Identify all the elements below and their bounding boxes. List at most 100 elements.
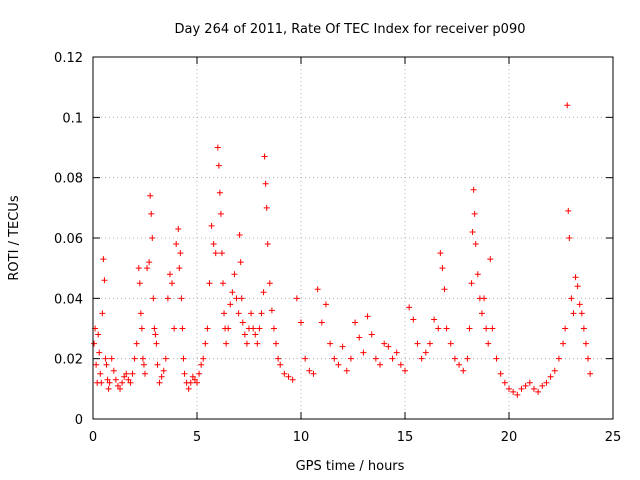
data-point <box>437 250 444 257</box>
data-point <box>180 355 187 362</box>
data-point <box>543 379 550 386</box>
data-point <box>164 295 171 302</box>
data-point <box>114 382 121 389</box>
data-point <box>585 355 592 362</box>
data-point <box>133 340 140 347</box>
y-tick-label: 0.02 <box>54 353 83 368</box>
data-point <box>112 376 119 383</box>
x-tick-label: 20 <box>501 430 518 445</box>
data-point <box>227 301 234 308</box>
data-point <box>103 361 110 368</box>
data-point <box>254 340 261 347</box>
data-point <box>148 210 155 217</box>
data-point <box>281 370 288 377</box>
data-point <box>108 355 115 362</box>
data-point <box>310 370 317 377</box>
data-point <box>481 295 488 302</box>
x-tick-label: 15 <box>397 430 414 445</box>
data-point <box>263 204 270 211</box>
data-point <box>493 355 500 362</box>
data-point <box>530 385 537 392</box>
data-point <box>166 271 173 278</box>
data-point <box>339 343 346 350</box>
x-tick-label: 5 <box>193 430 201 445</box>
data-point <box>216 189 223 196</box>
data-point <box>233 295 240 302</box>
data-point <box>110 367 117 374</box>
data-point <box>501 379 508 386</box>
x-tick-labels: 0 5 10 15 20 25 <box>89 430 621 445</box>
data-point <box>289 376 296 383</box>
data-point <box>572 274 579 281</box>
data-point <box>565 207 572 214</box>
chart-title: Day 264 of 2011, Rate Of TEC Index for r… <box>175 22 526 37</box>
data-point <box>160 367 167 374</box>
data-point <box>127 379 134 386</box>
data-point <box>514 391 521 398</box>
data-point <box>322 301 329 308</box>
data-point <box>256 325 263 332</box>
data-point <box>570 310 577 317</box>
data-point <box>335 361 342 368</box>
data-point <box>181 370 188 377</box>
data-point <box>142 370 148 377</box>
data-point <box>510 388 517 395</box>
x-tick-label: 10 <box>293 430 310 445</box>
data-point <box>266 280 273 287</box>
data-point <box>260 289 267 296</box>
data-point <box>518 385 525 392</box>
data-point <box>169 280 176 287</box>
data-point <box>441 286 448 293</box>
data-point <box>389 355 396 362</box>
data-point <box>220 280 226 287</box>
data-point <box>360 349 367 356</box>
data-point <box>277 361 284 368</box>
data-point <box>470 186 477 193</box>
data-point <box>106 379 113 386</box>
data-point <box>262 180 269 187</box>
data-point <box>474 271 481 278</box>
data-point <box>489 325 496 332</box>
data-point <box>223 340 230 347</box>
data-point <box>235 310 242 317</box>
data-point <box>215 162 222 169</box>
data-point <box>397 361 404 368</box>
data-point <box>179 325 186 332</box>
data-point <box>189 373 196 380</box>
x-tick-label: 25 <box>605 430 622 445</box>
data-point <box>352 319 359 326</box>
data-point <box>91 340 98 347</box>
data-point <box>173 241 180 248</box>
data-point <box>526 379 533 386</box>
data-point <box>129 370 136 377</box>
data-point <box>343 367 350 374</box>
data-point <box>153 340 160 347</box>
data-point <box>137 310 144 317</box>
data-point <box>218 250 225 257</box>
y-tick-label: 0.08 <box>54 172 83 187</box>
data-point <box>555 355 562 362</box>
data-point <box>522 382 529 389</box>
data-point <box>456 361 463 368</box>
data-point <box>451 355 458 362</box>
data-point <box>414 340 421 347</box>
data-point <box>447 340 454 347</box>
data-point <box>314 286 321 293</box>
data-point <box>576 301 583 308</box>
data-point <box>464 355 471 362</box>
data-point <box>225 325 232 332</box>
data-point <box>460 367 467 374</box>
data-point <box>564 102 571 109</box>
data-point <box>206 280 213 287</box>
data-point <box>151 325 158 332</box>
data-point <box>135 265 142 272</box>
data-point <box>302 355 309 362</box>
data-point <box>149 235 156 241</box>
data-point <box>478 310 485 317</box>
data-point <box>364 313 371 320</box>
data-point <box>98 379 105 386</box>
data-point <box>356 334 363 341</box>
data-point <box>102 355 109 362</box>
grid-lines <box>93 57 613 419</box>
data-point <box>273 340 280 347</box>
